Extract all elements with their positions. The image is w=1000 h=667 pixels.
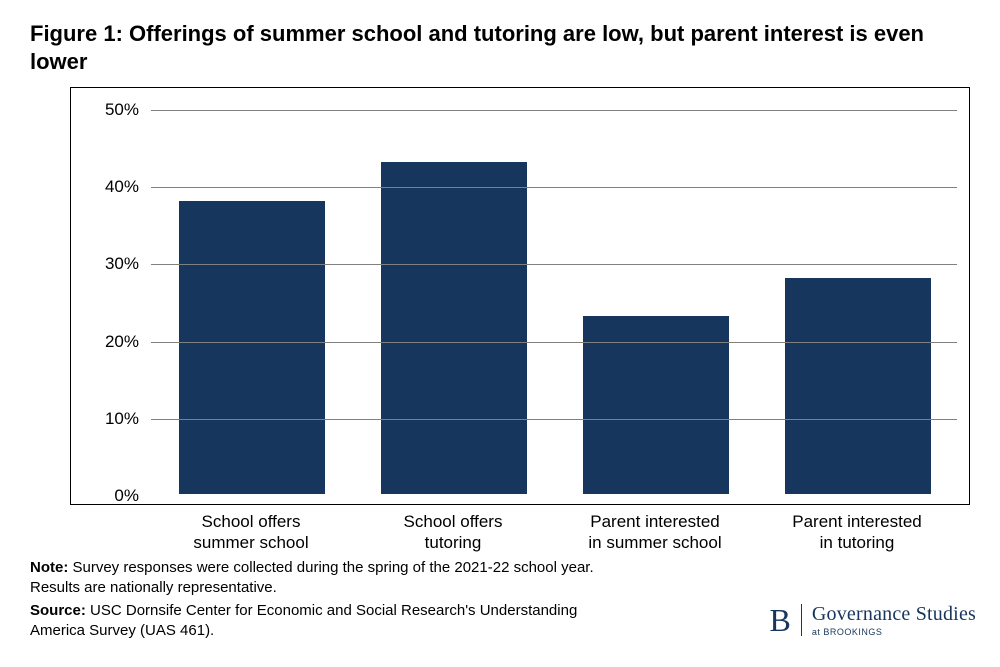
bar [179, 201, 324, 494]
x-tick-label: Parent interested in tutoring [746, 511, 968, 554]
y-tick-label: 20% [71, 332, 139, 352]
y-tick-label: 10% [71, 409, 139, 429]
logo-line1: Governance Studies [812, 603, 976, 626]
y-tick-label: 40% [71, 177, 139, 197]
note-text: Survey responses were collected during t… [30, 559, 594, 596]
plot-border: 0% 10% 20% 30% 40% 50% [70, 87, 970, 505]
bars-layer [151, 110, 957, 494]
chart-area: Percent of parents 0%10%20%30%40%50% Sch… [70, 87, 970, 555]
figure-notes: Note: Survey responses were collected du… [30, 558, 670, 643]
note-label: Note: [30, 559, 68, 576]
logo-letter: B [770, 604, 802, 636]
x-axis-labels: School offers summer schoolSchool offers… [150, 505, 958, 555]
grid-line [151, 187, 957, 188]
source-text: USC Dornsife Center for Economic and Soc… [30, 602, 577, 639]
grid-line [151, 419, 957, 420]
bar [785, 278, 930, 494]
plot-inner [151, 110, 957, 494]
brookings-logo: B Governance Studies at BROOKINGS [770, 603, 976, 637]
grid-line [151, 110, 957, 111]
x-tick-label: School offers summer school [140, 511, 362, 554]
x-tick-label: Parent interested in summer school [544, 511, 766, 554]
x-tick-label: School offers tutoring [342, 511, 564, 554]
figure-container: Figure 1: Offerings of summer school and… [30, 20, 970, 555]
y-tick-label: 50% [71, 100, 139, 120]
bar [583, 316, 728, 494]
bar [381, 162, 526, 494]
logo-line2: at BROOKINGS [812, 627, 976, 637]
source-label: Source: [30, 602, 86, 619]
figure-title: Figure 1: Offerings of summer school and… [30, 20, 970, 75]
logo-text: Governance Studies at BROOKINGS [812, 603, 976, 637]
source-block: Source: USC Dornsife Center for Economic… [30, 601, 670, 642]
note-block: Note: Survey responses were collected du… [30, 558, 670, 599]
y-tick-label: 0% [71, 486, 139, 506]
grid-line [151, 342, 957, 343]
y-tick-label: 30% [71, 254, 139, 274]
grid-line [151, 264, 957, 265]
